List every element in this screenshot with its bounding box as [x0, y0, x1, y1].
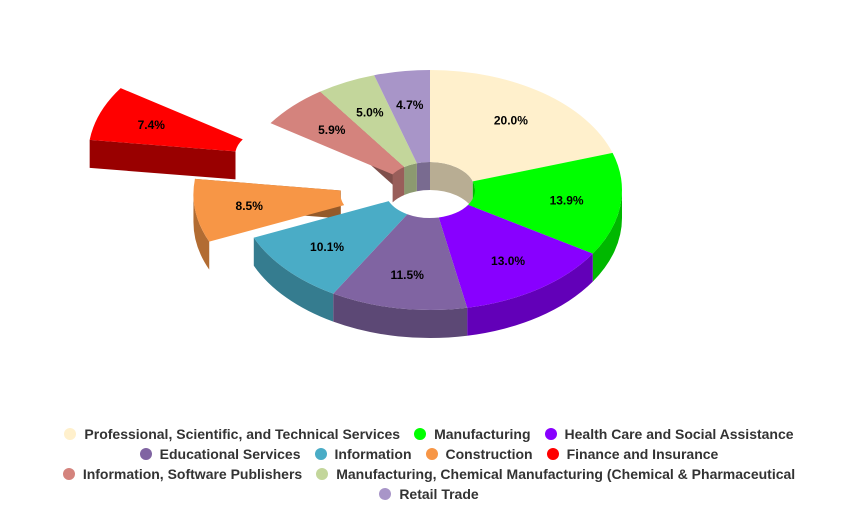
- pie-slice: [430, 70, 613, 182]
- legend-item[interactable]: Health Care and Social Assistance: [544, 424, 794, 444]
- legend-swatch-icon: [379, 488, 392, 500]
- slice-side-wall: [193, 193, 210, 270]
- slice-inner-wall: [416, 162, 430, 192]
- slice-labels: 20.0% 13.9% 13.0% 11.5% 10.1% 8.5% 7.4% 5.9% 5.0…: [138, 98, 584, 282]
- legend-swatch-icon: [316, 468, 329, 480]
- pie-slice: [320, 75, 417, 168]
- slice-value-label: 13.0%: [491, 254, 525, 268]
- legend-item[interactable]: Manufacturing: [414, 424, 531, 444]
- legend-label: Retail Trade: [399, 486, 479, 502]
- slice-inner-wall: [404, 163, 417, 196]
- slice-value-label: 5.0%: [356, 106, 384, 120]
- legend-label: Professional, Scientific, and Technical …: [84, 426, 401, 442]
- legend-swatch-icon: [139, 448, 152, 460]
- legend-swatch-icon: [414, 428, 427, 440]
- slice-tops: [89, 70, 623, 310]
- pie-slice: [89, 88, 243, 152]
- slice-inner-wall: [392, 167, 405, 203]
- legend-label: Manufacturing, Chemical Manufacturing (C…: [336, 466, 796, 482]
- slice-end-wall: [89, 139, 236, 180]
- donut-hole: [392, 162, 476, 218]
- slice-side-wall: [253, 237, 334, 322]
- legend-swatch-icon: [62, 468, 75, 480]
- pie-chart: 20.0% 13.9% 13.0% 11.5% 10.1% 8.5% 7.4% 5.9% 5.0…: [89, 70, 623, 338]
- pie-slice: [193, 178, 345, 242]
- legend-item[interactable]: Information, Software Publishers: [62, 464, 303, 484]
- legend-label: Information, Software Publishers: [82, 466, 303, 482]
- legend-item[interactable]: Finance and Insurance: [546, 444, 719, 464]
- pie-slice: [333, 214, 468, 310]
- slice-value-label: 4.7%: [396, 98, 424, 112]
- slice-value-label: 10.1%: [310, 240, 344, 254]
- legend-swatch-icon: [64, 428, 77, 440]
- slice-side-wall: [467, 253, 593, 336]
- legend-label: Educational Services: [159, 446, 301, 462]
- legend-label: Finance and Insurance: [566, 446, 719, 462]
- legend-row: Information, Software Publishers Manufact…: [0, 464, 858, 484]
- slice-value-label: 5.9%: [318, 123, 346, 137]
- legend-swatch-icon: [314, 448, 327, 460]
- legend-item[interactable]: Manufacturing, Chemical Manufacturing (C…: [316, 464, 795, 484]
- legend-label: Information: [334, 446, 412, 462]
- pie-slice: [468, 152, 623, 254]
- pie-slice: [270, 91, 405, 175]
- slice-side-wall: [333, 293, 468, 338]
- legend: Professional, Scientific, and Technical …: [0, 424, 858, 504]
- pie-slice: [253, 201, 408, 294]
- slice-value-label: 11.5%: [391, 268, 425, 282]
- legend-item[interactable]: Information: [314, 444, 412, 464]
- legend-item[interactable]: Professional, Scientific, and Technical …: [64, 424, 400, 444]
- legend-swatch-icon: [544, 428, 557, 440]
- slice-value-label: 20.0%: [494, 113, 528, 127]
- slice-value-label: 8.5%: [236, 199, 264, 213]
- slice-value-label: 13.9%: [550, 194, 584, 208]
- slice-inner-wall: [430, 162, 473, 210]
- pie-slice: [374, 70, 430, 164]
- legend-item[interactable]: Educational Services: [139, 444, 301, 464]
- legend-swatch-icon: [425, 448, 438, 460]
- slice-side-wall: [592, 190, 622, 282]
- legend-row: Professional, Scientific, and Technical …: [0, 424, 858, 444]
- legend-row: Retail Trade: [0, 484, 858, 504]
- legend-label: Construction: [445, 446, 533, 462]
- pie-slice: [438, 204, 593, 308]
- legend-label: Manufacturing: [434, 426, 531, 442]
- slice-value-label: 7.4%: [138, 118, 166, 132]
- legend-swatch-icon: [546, 448, 559, 460]
- legend-row: Educational Services Information Construct…: [0, 444, 858, 464]
- legend-item[interactable]: Construction: [425, 444, 533, 464]
- legend-item[interactable]: Retail Trade: [379, 484, 479, 504]
- legend-label: Health Care and Social Assistance: [564, 426, 794, 442]
